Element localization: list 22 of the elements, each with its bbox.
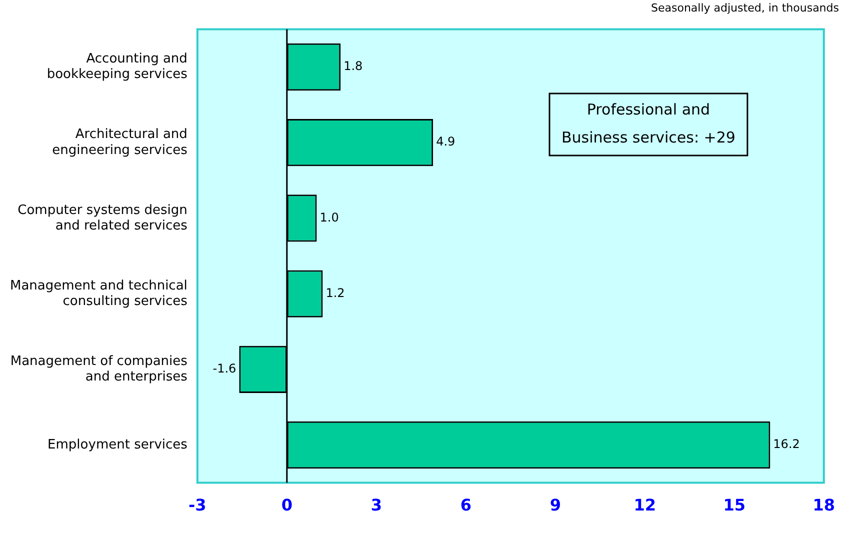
y-tick-label: Accounting and bookkeeping services <box>46 52 188 82</box>
y-tick-label: Architectural and engineering services <box>52 127 188 158</box>
y-tick-label: Management and technical consulting services <box>10 278 188 309</box>
x-tick-label: 6 <box>460 496 472 515</box>
data-label: 1.2 <box>326 286 345 300</box>
x-tick-label: 0 <box>281 496 292 515</box>
data-label: -1.6 <box>212 362 236 376</box>
y-tick-label: Employment services <box>48 437 188 452</box>
data-label: 1.8 <box>344 59 363 74</box>
x-tick-label: -3 <box>188 496 206 515</box>
annotation: Professional and Business services: +29 <box>561 100 736 146</box>
x-tick-label: 3 <box>370 496 382 515</box>
x-tick-label: 18 <box>812 496 835 515</box>
y-tick-label: Management of companies and enterprises <box>10 354 188 385</box>
x-tick-label: 12 <box>634 496 656 515</box>
data-label: 16.2 <box>773 437 800 452</box>
y-tick-label: Computer systems design and related services <box>18 202 188 234</box>
chart-subtitle: Seasonally adjusted, in thousands <box>651 1 840 14</box>
x-tick-label: 9 <box>550 496 561 515</box>
data-label: 4.9 <box>436 134 456 149</box>
data-label: 1.0 <box>320 210 339 224</box>
x-tick-label: 15 <box>723 496 746 515</box>
